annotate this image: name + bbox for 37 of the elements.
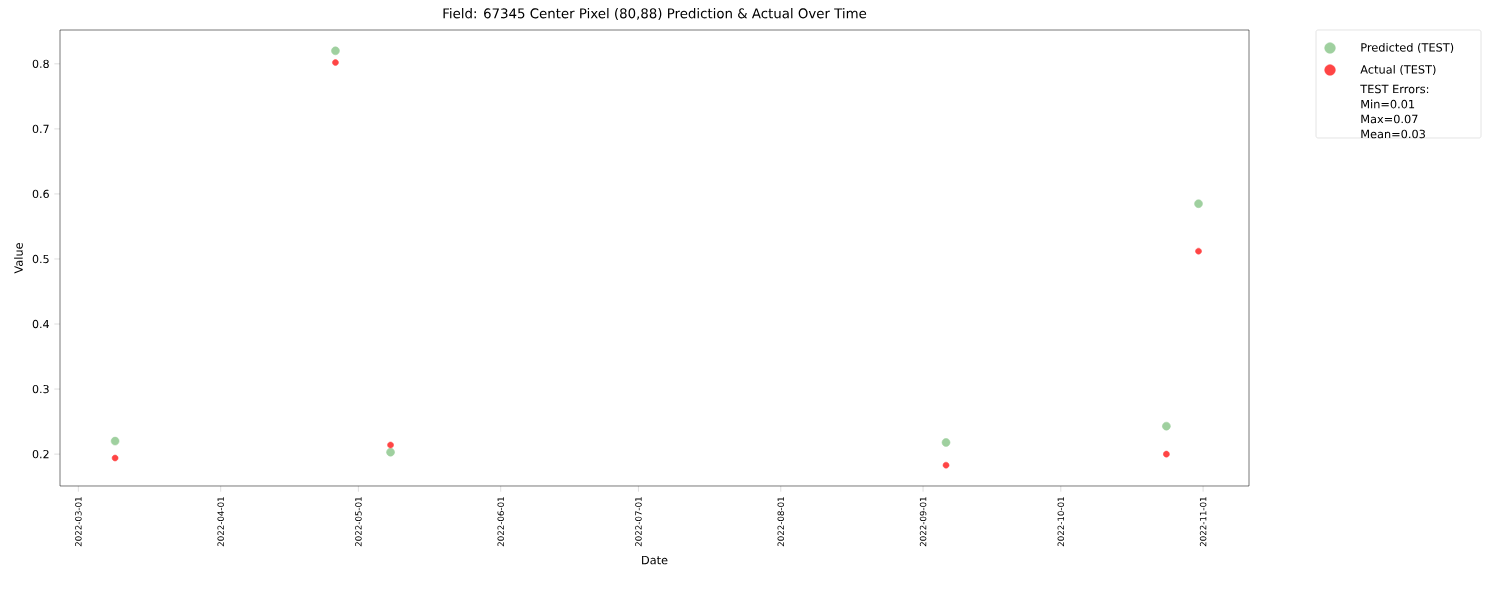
x-tick-label: 2022-03-01 <box>75 497 82 547</box>
y-tick-label: 0.5 <box>32 254 49 264</box>
point <box>1163 450 1170 458</box>
point <box>942 461 950 469</box>
point <box>110 436 120 446</box>
point <box>386 447 395 457</box>
x-tick-label: 2022-05-01 <box>355 497 362 547</box>
legend-label: Predicted (TEST) <box>1361 42 1454 54</box>
x-tick-label: 2022-10-01 <box>1057 497 1065 547</box>
point <box>1195 247 1202 255</box>
y-tick-label: 0.7 <box>32 124 49 134</box>
y-tick-label: 0.4 <box>32 319 49 329</box>
text: Mean=0.03 <box>1361 129 1425 139</box>
text: Max=0.07 <box>1361 114 1418 124</box>
y-tick-label: 0.3 <box>32 384 49 394</box>
y-tick-label: 0.6 <box>32 189 49 199</box>
chart-title: Field: 67345 Center Pixel (80,88) Prediction & Actual Over Time <box>443 8 867 20</box>
x-axis-title: Date <box>642 555 668 565</box>
point <box>331 46 340 56</box>
x-tick-label: 2022-11-01 <box>1199 497 1207 547</box>
x-tick-label: 2022-08-01 <box>777 497 785 547</box>
point <box>1194 199 1203 208</box>
point <box>111 454 119 462</box>
point <box>332 59 339 66</box>
text: TEST Errors: <box>1360 84 1429 94</box>
point <box>1162 421 1171 431</box>
legend-label: Actual (TEST) <box>1360 64 1436 76</box>
x-tick-label: 2022-09-01 <box>919 497 927 547</box>
x-tick-label: 2022-06-01 <box>497 497 504 547</box>
point <box>387 441 394 449</box>
x-tick-label: 2022-04-01 <box>217 497 224 547</box>
x-tick-label: 2022-07-01 <box>635 497 642 547</box>
point <box>941 438 951 447</box>
text: Min=0.01 <box>1361 99 1415 109</box>
y-tick-label: 0.2 <box>32 449 49 459</box>
y-axis-title: Value <box>14 243 23 274</box>
y-tick-label: 0.8 <box>32 59 49 68</box>
